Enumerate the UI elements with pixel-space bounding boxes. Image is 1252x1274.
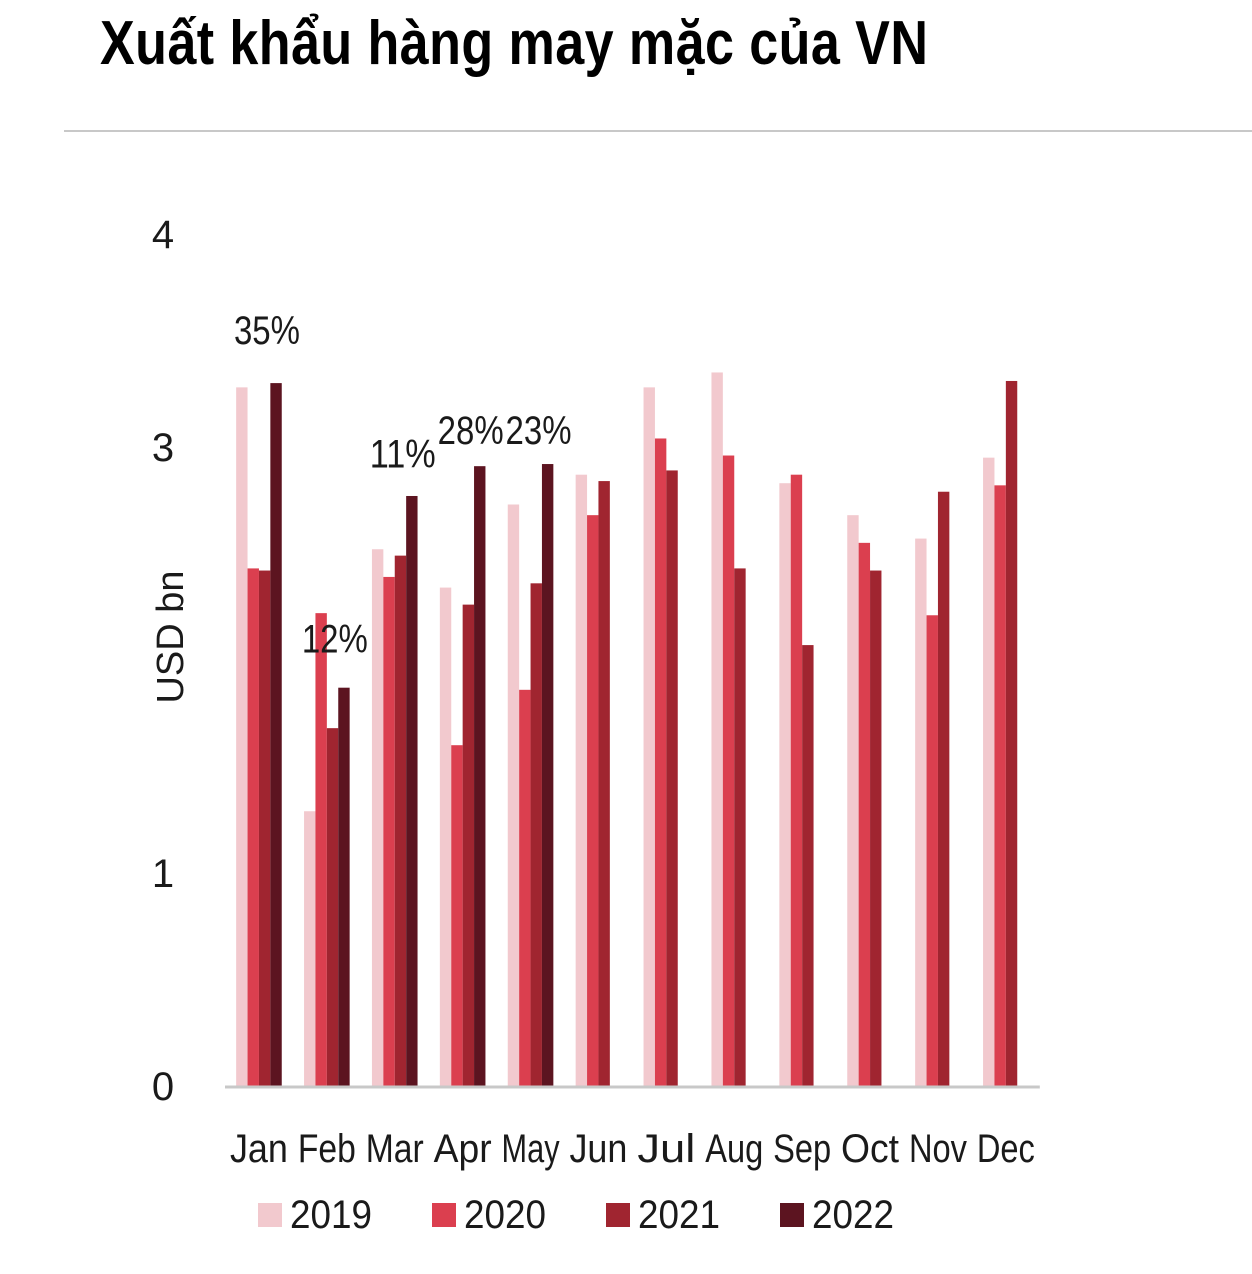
bar-2021-nov — [937, 491, 950, 1087]
bar-2020-dec — [994, 485, 1006, 1087]
y-tick-label: 1 — [152, 852, 174, 896]
bar-2019-aug — [711, 372, 723, 1086]
x-tick-label-jun: Jun — [569, 1127, 627, 1171]
bar-2021-mar — [394, 555, 407, 1086]
legend-label-2019: 2019 — [290, 1193, 372, 1237]
y-axis-ticks: 0 1 3 4 — [152, 213, 174, 1109]
bar-2019-sep — [779, 483, 791, 1087]
annotation-feb: 12% — [302, 618, 368, 662]
bar-2021-jan — [258, 570, 271, 1086]
bar-2019-nov — [915, 538, 927, 1086]
x-tick-label-dec: Dec — [977, 1127, 1035, 1171]
title-divider — [64, 130, 1252, 132]
bar-2020-feb — [315, 613, 327, 1086]
bar-2019-feb — [304, 811, 316, 1086]
legend-swatch-2021 — [606, 1203, 630, 1227]
annotation-jan: 35% — [234, 309, 300, 353]
bar-2020-apr — [451, 745, 463, 1086]
bar-2020-nov — [926, 615, 938, 1086]
y-tick-label: 0 — [152, 1065, 174, 1109]
bar-2021-may — [530, 583, 542, 1086]
legend-swatch-2019 — [258, 1203, 282, 1227]
y-axis-label: USD bn — [150, 570, 192, 703]
bar-2021-sep — [802, 645, 814, 1086]
legend-label-2020: 2020 — [464, 1193, 546, 1237]
bar-2019-may — [507, 504, 520, 1086]
x-tick-label-oct: Oct — [841, 1127, 899, 1171]
bar-2021-oct — [870, 570, 882, 1086]
bar-2020-jan — [247, 568, 259, 1086]
bar-2021-aug — [734, 568, 746, 1086]
x-tick-label-nov: Nov — [909, 1127, 967, 1171]
annotations-group: 35% 12% 11%28% 23% — [234, 309, 572, 662]
bar-2022-feb — [338, 687, 350, 1086]
x-tick-label-jan: Jan — [230, 1127, 288, 1171]
bar-2021-jul — [666, 470, 678, 1086]
bar-2019-jul — [643, 387, 655, 1086]
bar-2021-jun — [598, 481, 610, 1087]
bar-2021-dec — [1005, 380, 1018, 1087]
bar-2019-mar — [371, 549, 384, 1086]
bar-2020-mar — [383, 576, 395, 1086]
bar-2020-jul — [654, 438, 667, 1087]
legend: 2019 2020 2021 2022 — [258, 1193, 894, 1237]
bar-2020-oct — [858, 542, 871, 1086]
bar-2019-jan — [236, 387, 248, 1086]
x-tick-label-apr: Apr — [434, 1127, 492, 1171]
bar-2019-dec — [983, 457, 995, 1086]
annotation-mar: 11% — [370, 432, 436, 476]
bar-2022-may — [541, 464, 554, 1086]
bar-2022-mar — [406, 495, 418, 1086]
bar-2019-oct — [847, 515, 859, 1086]
x-axis-ticks: Jan Feb Mar Apr May Jun Jul Aug Sep Oct Nov Dec — [230, 1127, 1035, 1171]
x-tick-label-may: May — [502, 1127, 560, 1171]
bar-2020-jun — [587, 515, 599, 1086]
bar-2019-apr — [439, 587, 452, 1086]
bar-2020-sep — [790, 474, 803, 1086]
x-tick-label-aug: Aug — [705, 1127, 763, 1171]
bar-2022-apr — [474, 466, 486, 1086]
bar-2020-aug — [722, 455, 735, 1086]
bar-2021-feb — [326, 728, 339, 1086]
bar-2020-may — [519, 689, 531, 1086]
legend-swatch-2022 — [780, 1203, 804, 1227]
x-tick-label-sep: Sep — [773, 1127, 831, 1171]
y-tick-label: 3 — [152, 426, 174, 470]
bar-2019-jun — [575, 474, 588, 1086]
legend-label-2022: 2022 — [812, 1193, 894, 1237]
x-tick-label-jul: Jul — [637, 1127, 695, 1171]
chart-title: Xuất khẩu hàng may mặc của VN — [100, 9, 929, 78]
annotation-apr: 28% — [438, 409, 504, 453]
bar-2021-apr — [462, 604, 475, 1086]
legend-label-2021: 2021 — [638, 1193, 720, 1237]
y-tick-label: 4 — [152, 213, 174, 257]
x-tick-label-feb: Feb — [298, 1127, 356, 1171]
x-tick-label-mar: Mar — [366, 1127, 424, 1171]
annotation-may: 23% — [506, 409, 572, 453]
bars-group — [236, 372, 1018, 1087]
legend-swatch-2020 — [432, 1203, 456, 1227]
bar-2022-jan — [270, 383, 282, 1087]
